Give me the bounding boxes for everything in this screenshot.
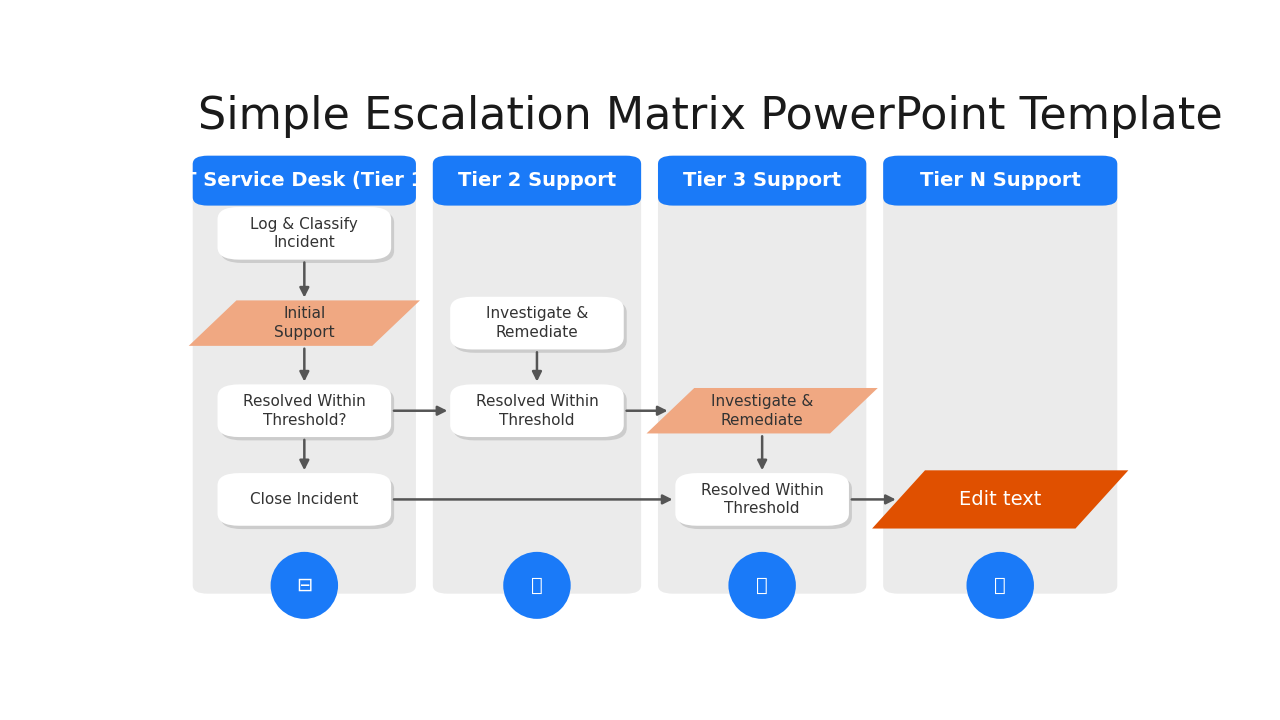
Text: Resolved Within
Threshold?: Resolved Within Threshold? [243, 394, 366, 428]
Ellipse shape [728, 552, 796, 619]
FancyBboxPatch shape [433, 156, 641, 594]
FancyBboxPatch shape [451, 384, 623, 437]
FancyBboxPatch shape [218, 473, 392, 526]
Polygon shape [188, 300, 420, 346]
Text: Initial
Support: Initial Support [274, 306, 334, 340]
Text: Log & Classify
Incident: Log & Classify Incident [251, 217, 358, 250]
Ellipse shape [270, 552, 338, 619]
Text: Resolved Within
Threshold: Resolved Within Threshold [700, 482, 823, 516]
FancyBboxPatch shape [883, 156, 1117, 594]
Text: Simple Escalation Matrix PowerPoint Template: Simple Escalation Matrix PowerPoint Temp… [197, 95, 1222, 138]
Text: Close Incident: Close Incident [250, 492, 358, 507]
FancyBboxPatch shape [451, 297, 623, 349]
Text: Edit text: Edit text [959, 490, 1042, 509]
FancyBboxPatch shape [678, 477, 852, 529]
FancyBboxPatch shape [220, 387, 394, 441]
FancyBboxPatch shape [658, 156, 867, 206]
FancyBboxPatch shape [193, 156, 416, 594]
FancyBboxPatch shape [658, 156, 867, 594]
Text: Investigate &
Remediate: Investigate & Remediate [710, 394, 813, 428]
Text: Resolved Within
Threshold: Resolved Within Threshold [476, 394, 598, 428]
Text: Tier 2 Support: Tier 2 Support [458, 171, 616, 190]
Text: 🤝: 🤝 [995, 576, 1006, 595]
FancyBboxPatch shape [193, 156, 416, 206]
Polygon shape [646, 388, 878, 433]
Text: Tier N Support: Tier N Support [920, 171, 1080, 190]
Ellipse shape [966, 552, 1034, 619]
FancyBboxPatch shape [433, 156, 641, 206]
Polygon shape [872, 470, 1129, 528]
FancyBboxPatch shape [453, 387, 627, 441]
FancyBboxPatch shape [220, 477, 394, 529]
FancyBboxPatch shape [218, 384, 392, 437]
FancyBboxPatch shape [883, 156, 1117, 206]
Text: Investigate &
Remediate: Investigate & Remediate [486, 306, 588, 340]
FancyBboxPatch shape [676, 473, 849, 526]
FancyBboxPatch shape [220, 210, 394, 263]
Text: IT Service Desk (Tier 1): IT Service Desk (Tier 1) [175, 171, 433, 190]
FancyBboxPatch shape [453, 300, 627, 353]
Ellipse shape [503, 552, 571, 619]
Text: 🤝: 🤝 [531, 576, 543, 595]
Text: Tier 3 Support: Tier 3 Support [684, 171, 841, 190]
Text: ⊟: ⊟ [296, 576, 312, 595]
Text: 🤝: 🤝 [756, 576, 768, 595]
FancyBboxPatch shape [218, 207, 392, 260]
